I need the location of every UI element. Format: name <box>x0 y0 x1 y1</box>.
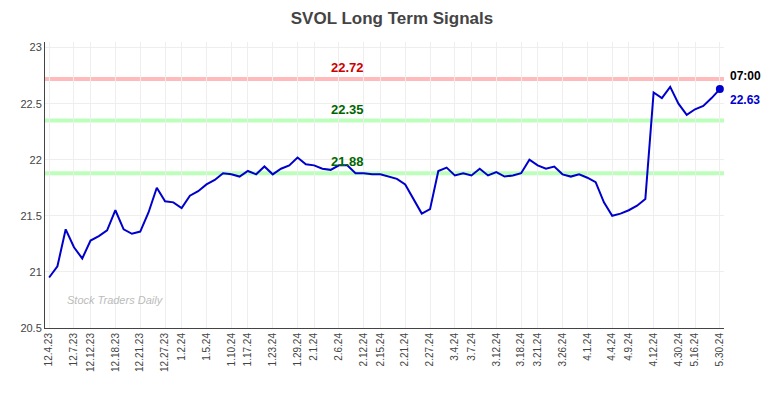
svg-text:12.4.23: 12.4.23 <box>43 333 54 367</box>
svg-text:SVOL Long Term Signals: SVOL Long Term Signals <box>291 9 493 28</box>
svg-text:2.6.24: 2.6.24 <box>333 333 344 361</box>
svg-text:12.21.23: 12.21.23 <box>134 333 145 372</box>
svg-text:1.23.24: 1.23.24 <box>267 333 278 367</box>
svg-text:2.15.24: 2.15.24 <box>375 333 386 367</box>
svg-text:4.1.24: 4.1.24 <box>582 333 593 361</box>
svg-text:21: 21 <box>30 266 42 278</box>
svg-text:22.72: 22.72 <box>331 60 364 75</box>
svg-text:12.18.23: 12.18.23 <box>110 333 121 372</box>
svg-text:3.4.24: 3.4.24 <box>449 333 460 361</box>
svg-text:2.12.24: 2.12.24 <box>358 333 369 367</box>
svg-text:5.30.24: 5.30.24 <box>714 333 725 367</box>
svg-text:4.30.24: 4.30.24 <box>673 333 684 367</box>
svg-text:1.5.24: 1.5.24 <box>201 333 212 361</box>
svg-text:07:00: 07:00 <box>730 69 761 83</box>
svg-text:4.9.24: 4.9.24 <box>623 333 634 361</box>
svg-text:3.26.24: 3.26.24 <box>557 333 568 367</box>
svg-text:5.16.24: 5.16.24 <box>689 333 700 367</box>
svg-text:3.7.24: 3.7.24 <box>466 333 477 361</box>
svg-text:22.35: 22.35 <box>331 102 364 117</box>
svg-text:21.5: 21.5 <box>20 210 41 222</box>
svg-text:3.18.24: 3.18.24 <box>515 333 526 367</box>
svg-text:12.7.23: 12.7.23 <box>68 333 79 367</box>
svg-text:12.27.23: 12.27.23 <box>159 333 170 372</box>
svg-text:2.1.24: 2.1.24 <box>308 333 319 361</box>
svg-text:1.2.24: 1.2.24 <box>176 333 187 361</box>
svg-text:4.12.24: 4.12.24 <box>648 333 659 367</box>
svg-text:2.21.24: 2.21.24 <box>399 333 410 367</box>
svg-text:1.29.24: 1.29.24 <box>292 333 303 367</box>
svg-text:1.10.24: 1.10.24 <box>226 333 237 367</box>
svg-text:23: 23 <box>30 41 42 53</box>
svg-text:Stock Traders Daily: Stock Traders Daily <box>67 294 164 306</box>
svg-text:22.63: 22.63 <box>730 93 760 107</box>
svg-text:21.88: 21.88 <box>331 154 364 169</box>
svg-text:22.5: 22.5 <box>20 98 41 110</box>
svg-text:1.17.24: 1.17.24 <box>242 333 253 367</box>
svg-text:3.12.24: 3.12.24 <box>491 333 502 367</box>
svg-text:4.4.24: 4.4.24 <box>606 333 617 361</box>
svg-text:12.12.23: 12.12.23 <box>85 333 96 372</box>
svg-text:2.27.24: 2.27.24 <box>424 333 435 367</box>
svg-text:20.5: 20.5 <box>20 322 41 334</box>
svg-text:3.21.24: 3.21.24 <box>532 333 543 367</box>
svg-text:22: 22 <box>30 154 42 166</box>
